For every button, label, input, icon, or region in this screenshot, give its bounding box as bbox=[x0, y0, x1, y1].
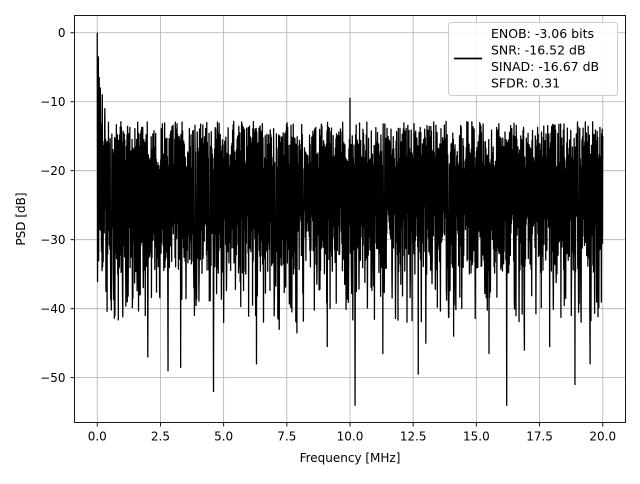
x-axis-label: Frequency [MHz] bbox=[300, 451, 401, 465]
legend: ENOB: -3.06 bits SNR: -16.52 dB SINAD: -… bbox=[448, 22, 618, 96]
x-tick-label: 7.5 bbox=[277, 430, 296, 444]
x-tick-label: 10.0 bbox=[337, 430, 364, 444]
x-tick-label: 12.5 bbox=[400, 430, 427, 444]
legend-entry-sfdr: SFDR: 0.31 bbox=[491, 76, 560, 91]
legend-entry-snr: SNR: -16.52 dB bbox=[491, 43, 586, 58]
legend-box bbox=[448, 22, 618, 96]
y-tick-label: −40 bbox=[40, 302, 65, 316]
y-tick-label: 0 bbox=[58, 26, 66, 40]
x-tick-label: 17.5 bbox=[526, 430, 553, 444]
x-tick-label: 5.0 bbox=[214, 430, 233, 444]
y-tick-label: −10 bbox=[40, 95, 65, 109]
x-axis-ticks: 0.0 2.5 5.0 7.5 10.0 12.5 15.0 17.5 20.0 bbox=[88, 422, 616, 444]
y-tick-label: −50 bbox=[40, 371, 65, 385]
x-tick-label: 2.5 bbox=[151, 430, 170, 444]
x-tick-label: 15.0 bbox=[463, 430, 490, 444]
psd-series-line bbox=[96, 32, 604, 406]
x-tick-label: 20.0 bbox=[589, 430, 616, 444]
y-tick-label: −20 bbox=[40, 164, 65, 178]
legend-entry-enob: ENOB: -3.06 bits bbox=[491, 26, 594, 41]
legend-entry-sinad: SINAD: -16.67 dB bbox=[491, 59, 599, 74]
y-axis-label: PSD [dB] bbox=[14, 192, 28, 245]
x-tick-label: 0.0 bbox=[88, 430, 107, 444]
y-axis-ticks: 0 −10 −20 −30 −40 −50 bbox=[40, 26, 75, 385]
y-tick-label: −30 bbox=[40, 233, 65, 247]
